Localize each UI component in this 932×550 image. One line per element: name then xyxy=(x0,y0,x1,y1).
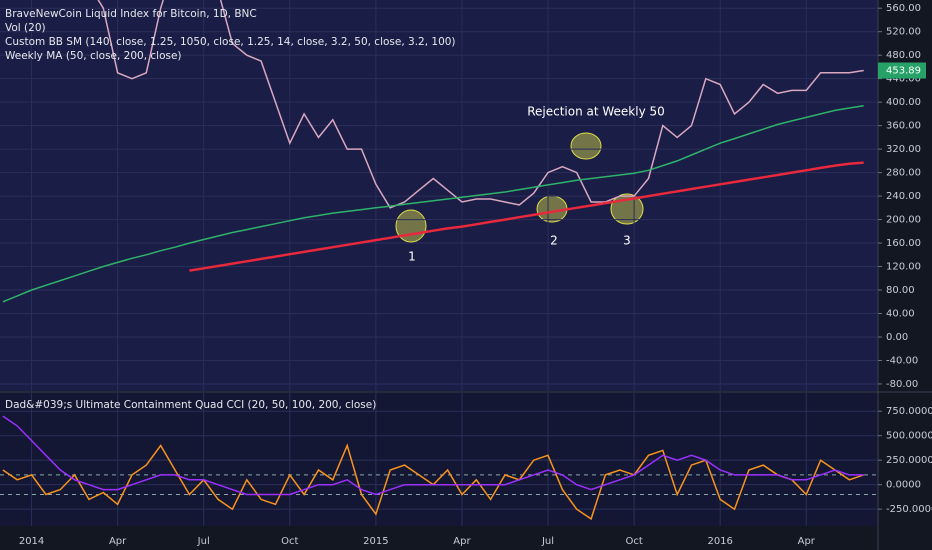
y-tick-label: 480.00 xyxy=(886,50,921,61)
x-tick-label: Oct xyxy=(281,536,298,547)
y-tick-label: -40.00 xyxy=(886,355,918,366)
x-tick-label: Apr xyxy=(798,536,816,547)
y-tick-label: -80.00 xyxy=(886,379,918,390)
y-tick-label: 360.00 xyxy=(886,121,921,132)
y-tick-label: 440.00 xyxy=(886,74,921,85)
chart-title: BraveNewCoin Liquid Index for Bitcoin, 1… xyxy=(5,8,257,20)
legend-line: Vol (20) xyxy=(5,22,46,34)
indicator-title: Dad&#039;s Ultimate Containment Quad CCI… xyxy=(5,399,376,411)
x-tick-label: 2014 xyxy=(19,536,44,547)
y-tick-label: 200.00 xyxy=(886,215,921,226)
highlight-circle xyxy=(570,132,602,160)
legend-line: Weekly MA (50, close, 200, close) xyxy=(5,50,182,62)
y-tick-label: 240.00 xyxy=(886,191,921,202)
x-tick-label: Jul xyxy=(541,536,554,547)
price-pane xyxy=(0,0,878,391)
y-tick-label: 500.0000 xyxy=(886,431,932,442)
y-tick-label: 160.00 xyxy=(886,238,921,249)
x-tick-label: 2016 xyxy=(707,536,732,547)
annotation: 1 xyxy=(408,250,416,264)
legend-line: Custom BB SM (140, close, 1.25, 1050, cl… xyxy=(5,36,456,48)
annotation: 2 xyxy=(550,234,558,248)
y-tick-label: 120.00 xyxy=(886,262,921,273)
y-tick-label: 80.00 xyxy=(886,285,915,296)
cci-pane xyxy=(0,393,878,526)
x-tick-label: Apr xyxy=(453,536,471,547)
x-tick-label: Jul xyxy=(197,536,210,547)
y-tick-label: -250.0000 xyxy=(886,504,932,515)
y-tick-label: 0.0000 xyxy=(886,480,921,491)
series-line xyxy=(189,161,864,272)
series-line xyxy=(2,104,864,303)
x-tick-label: Oct xyxy=(625,536,642,547)
y-tick-label: 250.0000 xyxy=(886,455,932,466)
marks xyxy=(0,0,878,526)
annotation: Rejection at Weekly 50 xyxy=(527,105,665,119)
y-tick-label: 560.00 xyxy=(886,3,921,14)
y-tick-label: 750.0000 xyxy=(886,406,932,417)
y-tick-label: 0.00 xyxy=(886,332,908,343)
y-tick-label: 320.00 xyxy=(886,144,921,155)
y-tick-label: 280.00 xyxy=(886,168,921,179)
y-tick-label: 520.00 xyxy=(886,27,921,38)
x-tick-label: 2015 xyxy=(363,536,388,547)
x-tick-label: Apr xyxy=(109,536,127,547)
annotation: 3 xyxy=(623,234,631,248)
y-tick-label: 400.00 xyxy=(886,97,921,108)
y-tick-label: 40.00 xyxy=(886,309,915,320)
last-price-label: 453.89 xyxy=(886,66,921,77)
series-line xyxy=(97,0,864,209)
series-line xyxy=(2,415,864,496)
last-price-box xyxy=(878,62,926,79)
